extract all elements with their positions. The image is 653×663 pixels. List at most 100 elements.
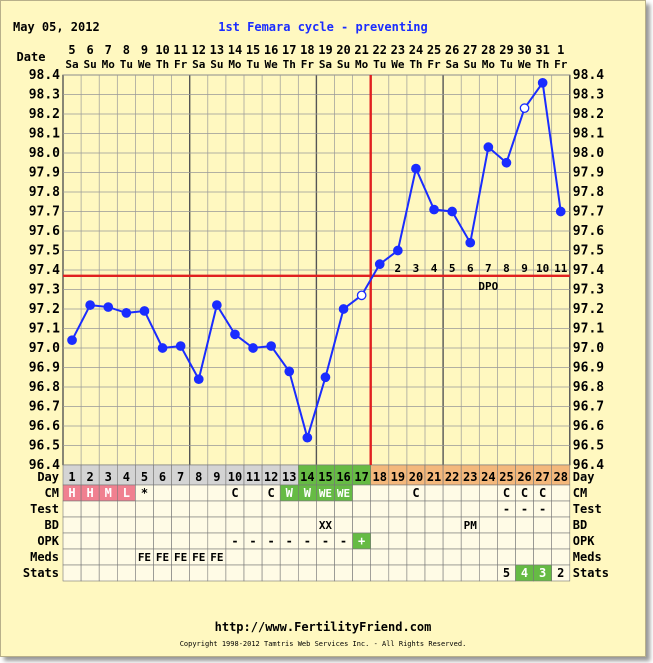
y-tick-left: 97.2 — [29, 302, 60, 317]
weekday-label: Th — [409, 58, 422, 71]
test-cell — [171, 500, 191, 518]
cm-cell — [478, 484, 498, 502]
date-label: 10 — [155, 43, 169, 57]
weekday-label: Sa — [192, 58, 205, 71]
stats-value: 5 — [503, 566, 510, 580]
row-label-test: Test — [30, 502, 59, 516]
day-value: 28 — [554, 470, 568, 484]
test-cell — [261, 500, 281, 518]
opk-cell — [424, 532, 444, 550]
test-cell — [334, 500, 353, 518]
y-tick-left: 98.2 — [29, 107, 60, 122]
day-value: 8 — [195, 470, 202, 484]
temperature-point — [411, 163, 421, 174]
weekday-label: Fr — [301, 58, 315, 71]
opk-cell — [98, 532, 118, 550]
date-label: 17 — [282, 43, 296, 57]
weekday-label: Su — [464, 58, 477, 71]
cm-value: WE — [319, 487, 332, 500]
stats-cell — [98, 564, 118, 582]
temperature-point — [157, 343, 168, 353]
y-tick-left: 97.1 — [29, 322, 60, 337]
cm-value: H — [87, 486, 94, 500]
y-tick-left: 97.0 — [29, 341, 60, 356]
stats-cell — [189, 564, 209, 582]
dpo-number: 10 — [536, 262, 549, 275]
temperature-point — [483, 142, 494, 152]
test-cell — [225, 500, 245, 518]
day-value: 16 — [336, 470, 350, 484]
stats-cell — [388, 564, 408, 582]
date-label: 8 — [123, 43, 130, 57]
date-label: 7 — [105, 43, 112, 57]
date-label: 27 — [463, 43, 477, 57]
row-label-bd: BD — [45, 518, 59, 532]
meds-value: FE — [192, 551, 205, 564]
day-value: 17 — [354, 470, 368, 484]
day-value: 26 — [517, 470, 531, 484]
bd-cell — [117, 516, 136, 534]
cm-cell — [551, 484, 571, 502]
meds-cell — [62, 548, 82, 566]
bd-cell — [261, 516, 281, 534]
weekday-label: Th — [536, 58, 549, 71]
opk-cell — [80, 532, 100, 550]
y-tick-left: 98.4 — [29, 68, 60, 83]
stats-cell — [316, 564, 335, 582]
cm-cell — [207, 484, 227, 502]
weekday-label: Fr — [174, 58, 188, 71]
day-value: 27 — [535, 470, 549, 484]
y-tick-right: 96.9 — [573, 361, 604, 376]
y-tick-left: 96.8 — [29, 380, 60, 395]
y-tick-right: 97.2 — [573, 302, 604, 317]
stats-cell — [207, 564, 227, 582]
row-label-right-opk: OPK — [573, 534, 595, 548]
cm-cell — [243, 484, 263, 502]
cm-value: C — [539, 486, 546, 500]
y-tick-left: 97.4 — [29, 263, 60, 278]
date-label: 26 — [445, 43, 459, 57]
meds-cell — [117, 548, 136, 566]
cm-cell — [153, 484, 172, 502]
test-cell — [316, 500, 335, 518]
y-tick-left: 98.3 — [29, 88, 60, 103]
y-tick-left: 97.3 — [29, 283, 60, 298]
date-label: 6 — [87, 43, 94, 57]
temperature-point — [320, 372, 331, 383]
dpo-number: 3 — [413, 262, 420, 275]
meds-value: FE — [210, 551, 223, 564]
stats-cell — [424, 564, 444, 582]
cm-cell — [442, 484, 462, 502]
day-value: 20 — [409, 470, 423, 484]
weekday-label: Fr — [427, 58, 441, 71]
stats-cell — [171, 564, 191, 582]
test-cell — [62, 500, 82, 518]
row-label-right-cm: CM — [573, 486, 587, 500]
opk-cell — [370, 532, 390, 550]
opk-cell — [153, 532, 172, 550]
temperature-point — [302, 432, 313, 443]
y-tick-left: 96.4 — [29, 458, 60, 473]
y-tick-right: 97.6 — [573, 224, 604, 239]
day-value: 4 — [123, 470, 130, 484]
test-cell — [189, 500, 209, 518]
day-value: 14 — [300, 470, 314, 484]
bd-cell — [370, 516, 390, 534]
weekday-label: Su — [84, 58, 97, 71]
y-tick-right: 96.8 — [573, 380, 604, 395]
date-label: 23 — [391, 43, 405, 57]
stats-cell — [135, 564, 154, 582]
stats-cell — [279, 564, 299, 582]
y-tick-left: 97.5 — [29, 244, 60, 259]
stats-value: 2 — [557, 566, 564, 580]
opk-value: - — [322, 534, 329, 548]
footer-copyright: Copyright 1998-2012 Tamtris Web Services… — [180, 640, 467, 648]
bd-cell — [424, 516, 444, 534]
row-label-right-meds: Meds — [573, 550, 602, 564]
cm-value: C — [521, 486, 528, 500]
day-value: 25 — [499, 470, 513, 484]
temperature-point — [230, 329, 240, 340]
bd-cell — [515, 516, 534, 534]
test-cell — [370, 500, 390, 518]
test-cell — [424, 500, 444, 518]
